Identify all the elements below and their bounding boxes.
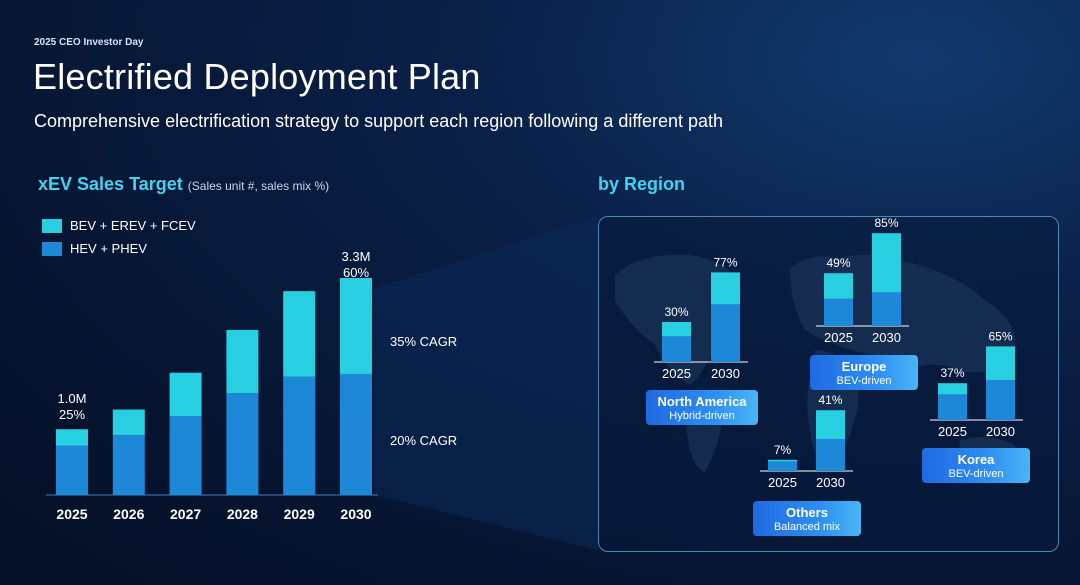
x-tick-europe-2025: 2025 [824,330,853,345]
mix-label-north-america-2030: 77% [713,255,737,269]
bar-bev-2029 [283,291,316,377]
x-tick-north-america-2025: 2025 [662,366,691,381]
mix-label-europe-2025: 49% [826,256,850,270]
x-tick-2025: 2025 [56,506,87,522]
x-tick-2030: 2030 [340,506,371,522]
x-tick-north-america-2030: 2030 [711,366,740,381]
legend-label-bev: BEV + EREV + FCEV [70,218,196,233]
start-mix-label: 25% [59,407,85,422]
legend-swatch-bev [42,218,62,233]
bar-hev-north-america-2030 [711,304,740,362]
connector-wedge [374,216,598,550]
bar-bev-2025 [56,429,88,446]
page-title: Electrified Deployment Plan [33,56,481,97]
region-panel-title: by Region [598,174,686,194]
badge-others-desc: Balanced mix [773,521,841,533]
badge-korea: Korea BEV-driven [922,448,1030,483]
cagr-top-label: 35% CAGR [390,334,457,349]
bar-bev-others-2025 [768,459,797,462]
badge-korea-desc: BEV-driven [948,468,1004,480]
mix-label-others-2025: 7% [774,443,792,457]
badge-europe: Europe BEV-driven [810,355,918,390]
legend-swatch-hev [42,241,62,256]
xev-chart-title-text: xEV Sales Target [38,174,183,194]
mix-label-europe-2030: 85% [874,216,898,230]
bar-hev-korea-2030 [986,380,1015,420]
bar-hev-others-2025 [768,461,797,471]
bar-hev-others-2030 [816,439,845,471]
legend-item-hev: HEV + PHEV [42,241,147,256]
badge-north-america-name: North America [657,394,747,409]
badge-others-name: Others [786,505,828,520]
bar-bev-2028 [226,329,259,394]
bar-hev-korea-2025 [938,394,967,420]
legend-item-bev: BEV + EREV + FCEV [42,218,196,233]
end-total-label: 3.3M [342,249,371,264]
event-label: 2025 CEO Investor Day [34,37,144,48]
start-total-label: 1.0M [58,391,87,406]
cagr-bottom-label: 20% CAGR [390,433,457,448]
badge-north-america: North America Hybrid-driven [646,390,758,425]
x-tick-2028: 2028 [227,506,258,522]
xev-chart-title-note: (Sales unit #, sales mix %) [187,179,330,193]
bar-hev-2030 [340,374,372,495]
xev-chart-title: xEV Sales Target (Sales unit #, sales mi… [38,174,329,195]
x-tick-2026: 2026 [113,506,144,522]
bar-bev-korea-2030 [986,346,1015,380]
bar-bev-korea-2025 [938,383,967,395]
badge-europe-desc: BEV-driven [836,375,892,387]
x-tick-korea-2025: 2025 [938,424,967,439]
legend-label-hev: HEV + PHEV [70,241,147,256]
x-tick-others-2025: 2025 [768,475,797,490]
bar-bev-2027 [169,372,202,417]
bar-bev-north-america-2030 [711,272,740,305]
badge-north-america-desc: Hybrid-driven [669,410,735,422]
x-tick-others-2030: 2030 [816,475,845,490]
bar-hev-europe-2025 [824,298,853,326]
bar-hev-2027 [169,416,202,495]
mix-label-korea-2025: 37% [940,366,964,380]
bar-hev-europe-2030 [872,292,901,326]
bar-bev-europe-2030 [872,233,901,293]
bar-bev-2026 [112,409,145,436]
bar-bev-others-2030 [816,410,845,439]
bar-bev-europe-2025 [824,273,853,299]
bar-hev-2026 [112,435,145,495]
page-subtitle: Comprehensive electrification strategy t… [34,111,724,131]
mix-label-north-america-2025: 30% [664,305,688,319]
bar-bev-2030 [340,278,372,375]
mix-label-korea-2030: 65% [988,329,1012,343]
x-tick-europe-2030: 2030 [872,330,901,345]
bar-hev-2028 [226,393,259,495]
bar-bev-north-america-2025 [662,322,691,337]
bar-hev-north-america-2025 [662,336,691,362]
x-tick-2027: 2027 [170,506,201,522]
x-tick-korea-2030: 2030 [986,424,1015,439]
badge-korea-name: Korea [957,452,995,467]
mix-label-others-2030: 41% [818,393,842,407]
badge-others: Others Balanced mix [753,501,861,536]
end-mix-label: 60% [343,265,369,280]
bar-hev-2025 [56,445,88,495]
bar-hev-2029 [283,376,316,495]
x-tick-2029: 2029 [284,506,315,522]
badge-europe-name: Europe [841,359,887,374]
